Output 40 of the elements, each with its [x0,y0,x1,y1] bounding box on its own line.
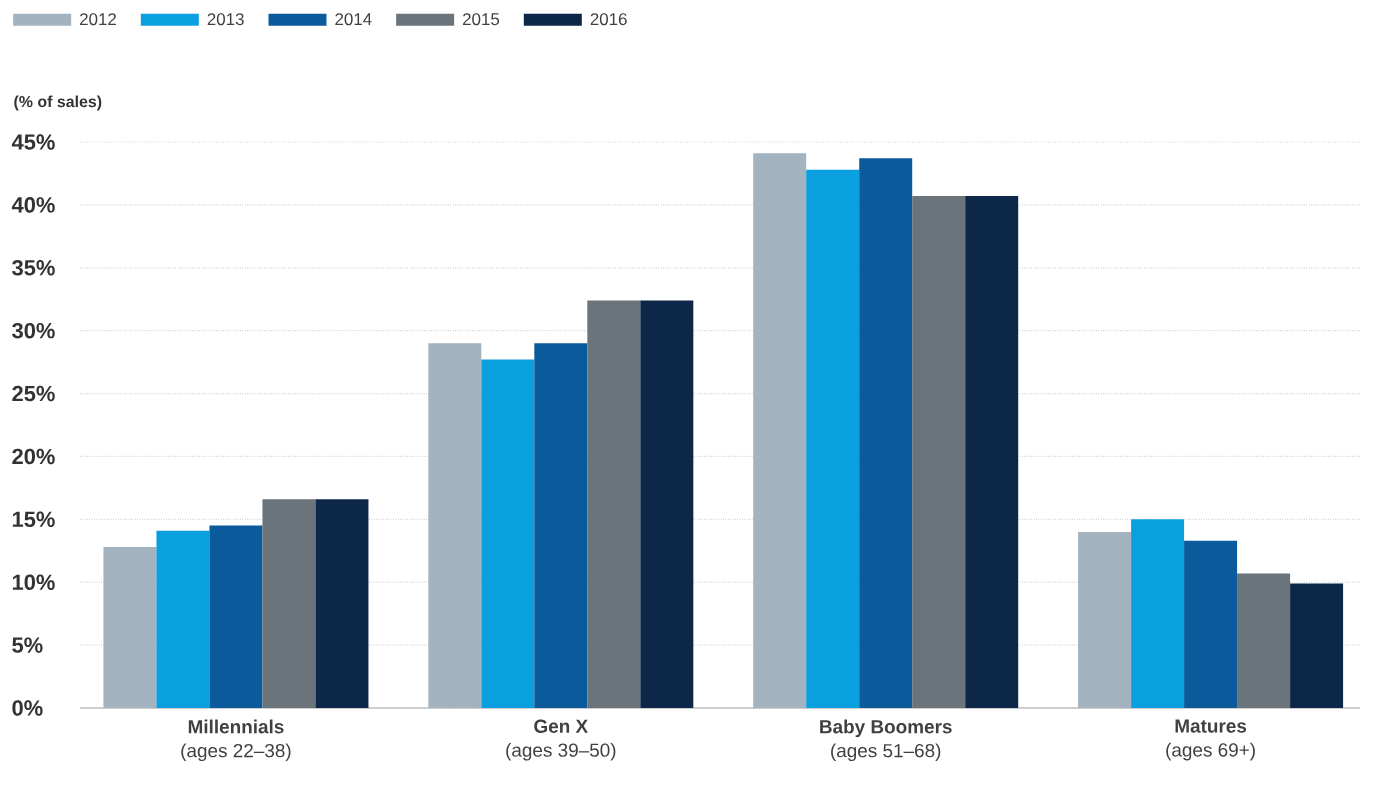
bar [315,499,369,708]
bar [1184,540,1238,708]
bar [262,499,316,708]
bar [640,300,694,708]
x-tick-label: Baby Boomers (ages 51–68) [820,719,952,762]
y-tick-label: 15% [12,511,55,528]
y-tick-label: 10% [12,574,55,590]
y-tick-label: 0% [12,700,43,716]
y-tick-label: 25% [12,385,55,402]
bar [859,158,913,708]
y-tick-label: 40% [11,197,55,213]
bar [481,359,535,708]
x-tick-label: Matures (ages 69+) [1166,719,1255,761]
bar [209,525,263,708]
bar [806,169,860,708]
bar [753,153,807,708]
y-tick-label: 35% [12,259,55,276]
x-tick-label: Millennials (ages 22–38) [181,719,291,762]
legend-label: 2014 [335,13,372,26]
bar [965,196,1019,708]
legend-label: 2013 [207,13,244,26]
x-tick-label: Gen X (ages 39–50) [506,719,616,761]
legend-label: 2016 [590,13,627,26]
bar [587,300,641,708]
bar [156,530,210,708]
y-tick-label: 5% [12,637,43,653]
y-axis-title: (% of sales) [14,95,102,111]
bar [1290,583,1344,708]
bar [103,547,157,708]
bar [1078,531,1132,708]
bar [1131,519,1185,708]
y-tick-label: 45% [11,134,55,150]
legend-label: 2012 [80,13,116,26]
y-tick-label: 20% [12,448,55,465]
bar [428,343,482,708]
bar [534,343,588,708]
legend-label: 2015 [463,13,500,26]
y-tick-label: 30% [12,322,55,339]
bar [1237,573,1291,708]
bar [912,196,966,708]
